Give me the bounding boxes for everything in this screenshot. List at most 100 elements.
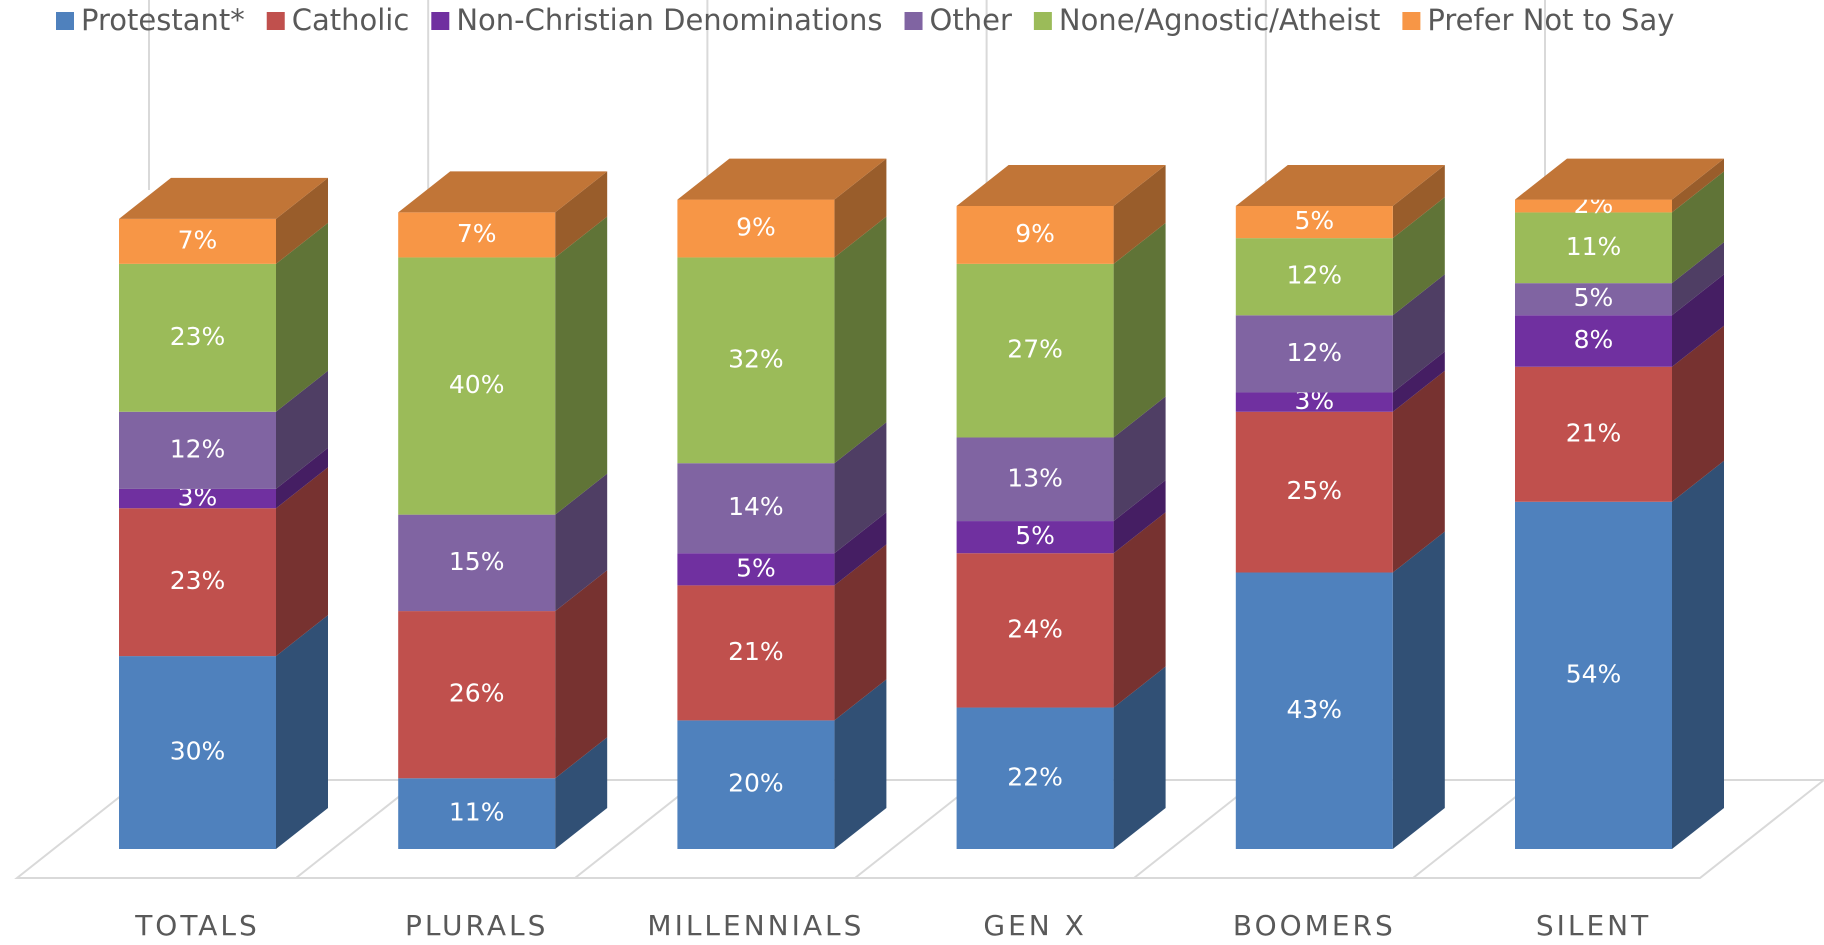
legend-swatch [266, 12, 285, 30]
bar-segment [1515, 501, 1672, 849]
bar-segment [398, 514, 556, 612]
bar-side [1672, 274, 1724, 367]
data-label: 23% [170, 322, 226, 351]
bar-top [956, 165, 1166, 206]
bar-side [1392, 370, 1445, 573]
bar-segment [119, 263, 276, 412]
bar-top [1515, 158, 1724, 200]
legend-swatch [1402, 12, 1421, 30]
back-lines [148, 0, 1546, 190]
bar-side [1392, 531, 1445, 849]
data-label: 22% [1007, 762, 1063, 791]
data-label: 25% [1287, 476, 1343, 505]
bar-segment [119, 508, 276, 657]
bar-segment [1515, 315, 1672, 367]
bar-segment [956, 553, 1114, 708]
data-label: 26% [449, 679, 505, 708]
bar-side [276, 222, 328, 412]
bar-side [276, 467, 328, 657]
bar-segment [956, 263, 1114, 438]
data-label: 23% [170, 566, 226, 595]
bars: 30%23%3%12%23%7%11%26%15%40%7%20%21%5%14… [119, 158, 1724, 849]
data-label: 13% [1007, 463, 1063, 492]
bar-segment [677, 553, 835, 586]
bar-side [1672, 242, 1724, 316]
bar-side [555, 737, 608, 849]
data-label: 5% [1015, 521, 1055, 550]
bar-segment [677, 720, 835, 849]
bar-segment [956, 206, 1114, 264]
data-label: 7% [178, 225, 218, 254]
data-label: 14% [728, 492, 784, 521]
bar-side [276, 447, 328, 509]
bar-segment [398, 611, 556, 779]
bar-segment [1515, 283, 1672, 316]
bar-segment [956, 521, 1114, 554]
bar-side [555, 216, 608, 515]
data-label: 32% [728, 344, 784, 373]
data-label: 11% [449, 798, 505, 827]
data-label: 5% [1294, 206, 1334, 235]
bar-segment [956, 437, 1114, 522]
bar-side [1672, 460, 1724, 849]
data-label: 12% [170, 434, 226, 463]
data-label: 30% [170, 737, 226, 766]
bar-side [834, 512, 887, 586]
legend: Protestant* Catholic Non-Christian Denomin… [56, 3, 1674, 37]
data-label: 24% [1007, 614, 1063, 643]
floor-plane [14, 779, 1824, 879]
data-label: 43% [1287, 695, 1343, 724]
bar-side [276, 177, 328, 264]
legend-swatch [431, 12, 450, 30]
bar-side [1113, 222, 1166, 438]
x-tick-label: TOTALS [134, 909, 260, 942]
x-tick-label: GEN X [983, 909, 1086, 942]
bar-segment [677, 463, 835, 554]
bar-segment [398, 778, 556, 849]
legend-swatch [904, 12, 923, 30]
bar-segment [1515, 212, 1672, 284]
bar-side [1392, 351, 1445, 412]
bar-segment [1515, 366, 1672, 502]
bar-segment [398, 257, 556, 515]
data-label: 54% [1566, 659, 1622, 688]
legend-label: None/Agnostic/Atheist [1059, 3, 1381, 37]
data-label: 8% [1574, 325, 1614, 354]
x-tick-label: BOOMERS [1233, 909, 1396, 942]
data-label: 21% [1566, 418, 1622, 447]
bar-segment [677, 199, 835, 258]
data-label: 7% [457, 219, 497, 248]
data-label: 27% [1007, 335, 1063, 364]
x-tick-label: SILENT [1536, 909, 1651, 942]
bar-segment [956, 707, 1114, 849]
bar-side [555, 171, 608, 258]
bar-segment [119, 218, 276, 264]
bar-top [119, 177, 328, 219]
data-label: 12% [1287, 338, 1343, 367]
bar-side [276, 370, 328, 489]
bar-side [1113, 396, 1166, 522]
bar-top [677, 158, 887, 200]
bar-side [834, 679, 887, 849]
bar-side [1113, 480, 1166, 554]
x-axis: TOTALS PLURALS MILLENNIALS GEN X BOOMERS SILE… [134, 909, 1651, 942]
legend-label: Other [930, 3, 1012, 37]
bar-side [834, 544, 887, 721]
bar-segment [119, 488, 276, 509]
bar-segment [677, 585, 835, 721]
bar-segment [119, 656, 276, 849]
legend-swatch [1033, 12, 1052, 30]
bar-side [1672, 325, 1724, 502]
bar-side [834, 216, 887, 464]
data-label: 15% [449, 547, 505, 576]
bar-segment [1235, 572, 1393, 849]
bar-segment [1235, 411, 1393, 573]
bar-side [1392, 197, 1445, 316]
bar-side [1113, 512, 1166, 708]
x-tick-label: PLURALS [405, 909, 548, 942]
data-label: 11% [1566, 232, 1622, 261]
legend-label: Non-Christian Denominations [456, 3, 882, 37]
bar-segment [1235, 315, 1393, 393]
data-label: 20% [728, 769, 784, 798]
